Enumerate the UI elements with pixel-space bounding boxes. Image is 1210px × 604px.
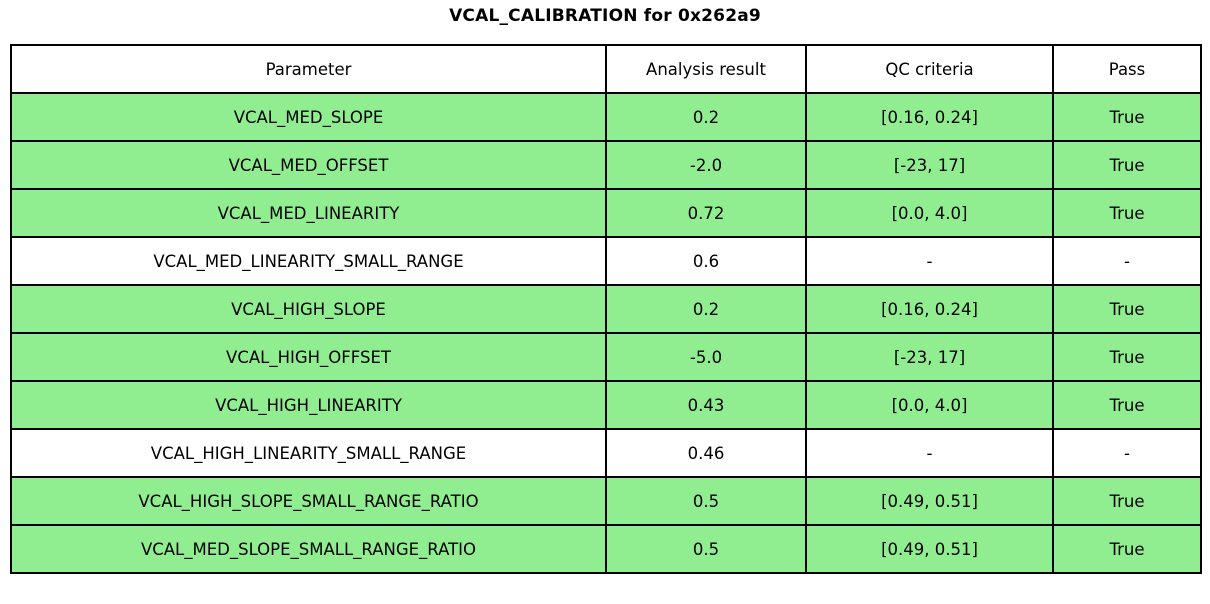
column-header-qc-criteria: QC criteria: [805, 44, 1054, 94]
cell-qc-criteria: -: [805, 236, 1054, 286]
cell-analysis-result: 0.2: [605, 284, 807, 334]
cell-parameter: VCAL_MED_OFFSET: [10, 140, 607, 190]
cell-pass: True: [1052, 188, 1202, 238]
cell-parameter: VCAL_MED_SLOPE: [10, 92, 607, 142]
table-row: VCAL_HIGH_LINEARITY 0.43 [0.0, 4.0] True: [10, 380, 1202, 430]
table-row: VCAL_MED_OFFSET -2.0 [-23, 17] True: [10, 140, 1202, 190]
column-header-analysis-result: Analysis result: [605, 44, 807, 94]
cell-qc-criteria: [0.0, 4.0]: [805, 380, 1054, 430]
cell-parameter: VCAL_HIGH_LINEARITY: [10, 380, 607, 430]
cell-pass: True: [1052, 380, 1202, 430]
cell-qc-criteria: [0.49, 0.51]: [805, 524, 1054, 574]
cell-qc-criteria: [0.0, 4.0]: [805, 188, 1054, 238]
qc-table: Parameter Analysis result QC criteria Pa…: [10, 44, 1202, 574]
table-body: VCAL_MED_SLOPE 0.2 [0.16, 0.24] True VCA…: [10, 92, 1202, 574]
table-row: VCAL_MED_LINEARITY 0.72 [0.0, 4.0] True: [10, 188, 1202, 238]
cell-qc-criteria: [-23, 17]: [805, 140, 1054, 190]
cell-analysis-result: -5.0: [605, 332, 807, 382]
table-row: VCAL_MED_LINEARITY_SMALL_RANGE 0.6 - -: [10, 236, 1202, 286]
page-title: VCAL_CALIBRATION for 0x262a9: [449, 6, 761, 26]
table-row: VCAL_HIGH_SLOPE_SMALL_RANGE_RATIO 0.5 [0…: [10, 476, 1202, 526]
cell-qc-criteria: [-23, 17]: [805, 332, 1054, 382]
table-row: VCAL_HIGH_SLOPE 0.2 [0.16, 0.24] True: [10, 284, 1202, 334]
cell-pass: True: [1052, 476, 1202, 526]
cell-pass: -: [1052, 236, 1202, 286]
cell-pass: True: [1052, 92, 1202, 142]
cell-parameter: VCAL_HIGH_LINEARITY_SMALL_RANGE: [10, 428, 607, 478]
cell-parameter: VCAL_HIGH_SLOPE: [10, 284, 607, 334]
header-row: Parameter Analysis result QC criteria Pa…: [10, 44, 1202, 94]
cell-parameter: VCAL_HIGH_OFFSET: [10, 332, 607, 382]
cell-parameter: VCAL_MED_LINEARITY_SMALL_RANGE: [10, 236, 607, 286]
cell-parameter: VCAL_HIGH_SLOPE_SMALL_RANGE_RATIO: [10, 476, 607, 526]
cell-analysis-result: 0.5: [605, 476, 807, 526]
cell-parameter: VCAL_MED_LINEARITY: [10, 188, 607, 238]
table-row: VCAL_HIGH_LINEARITY_SMALL_RANGE 0.46 - -: [10, 428, 1202, 478]
cell-analysis-result: 0.6: [605, 236, 807, 286]
cell-qc-criteria: -: [805, 428, 1054, 478]
cell-pass: True: [1052, 332, 1202, 382]
table-row: VCAL_MED_SLOPE_SMALL_RANGE_RATIO 0.5 [0.…: [10, 524, 1202, 574]
cell-pass: True: [1052, 284, 1202, 334]
cell-parameter: VCAL_MED_SLOPE_SMALL_RANGE_RATIO: [10, 524, 607, 574]
column-header-pass: Pass: [1052, 44, 1202, 94]
column-header-parameter: Parameter: [10, 44, 607, 94]
cell-analysis-result: 0.46: [605, 428, 807, 478]
cell-analysis-result: 0.2: [605, 92, 807, 142]
cell-pass: True: [1052, 140, 1202, 190]
cell-analysis-result: 0.5: [605, 524, 807, 574]
cell-qc-criteria: [0.49, 0.51]: [805, 476, 1054, 526]
table-header: Parameter Analysis result QC criteria Pa…: [10, 44, 1202, 94]
cell-qc-criteria: [0.16, 0.24]: [805, 92, 1054, 142]
cell-qc-criteria: [0.16, 0.24]: [805, 284, 1054, 334]
table-row: VCAL_HIGH_OFFSET -5.0 [-23, 17] True: [10, 332, 1202, 382]
cell-pass: -: [1052, 428, 1202, 478]
cell-analysis-result: 0.72: [605, 188, 807, 238]
cell-analysis-result: -2.0: [605, 140, 807, 190]
cell-analysis-result: 0.43: [605, 380, 807, 430]
table-row: VCAL_MED_SLOPE 0.2 [0.16, 0.24] True: [10, 92, 1202, 142]
cell-pass: True: [1052, 524, 1202, 574]
